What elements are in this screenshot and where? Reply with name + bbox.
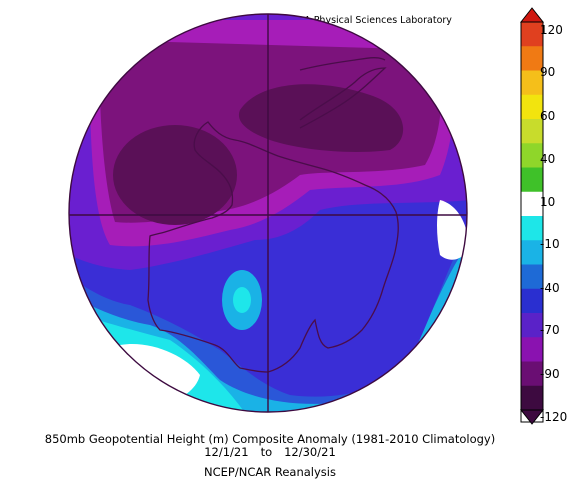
colorbar-label-90: 90: [540, 65, 556, 79]
field-cyan-hole: [233, 287, 251, 313]
colorbar-label-minus120: -120: [540, 410, 568, 424]
colorbar-swatch: [521, 337, 543, 362]
colorbar-label-minus90: -90: [540, 367, 560, 381]
date-start: 12/1/21: [204, 445, 249, 459]
date-end: 12/30/21: [284, 445, 336, 459]
colorbar-swatch: [521, 167, 543, 193]
colorbar-swatch: [521, 70, 543, 96]
colorbar-swatch: [521, 264, 543, 290]
date-separator: to: [260, 445, 273, 459]
date-range: 12/1/21 to 12/30/21: [0, 445, 540, 459]
low-center-west: [113, 125, 237, 225]
low-center-north: [238, 84, 404, 152]
map-title: 850mb Geopotential Height (m) Composite …: [44, 432, 496, 446]
colorbar-swatch: [521, 46, 543, 71]
colorbar-top-triangle: [519, 7, 545, 23]
colorbar-label-60: 60: [540, 109, 556, 123]
credit-label: NOAA Physical Sciences Laboratory: [283, 15, 452, 26]
colorbar-swatch: [521, 191, 543, 217]
colorbar-label-120: 120: [540, 23, 563, 37]
colorbar-bottom-triangle: [519, 409, 545, 425]
colorbar: [519, 7, 545, 425]
colorbar-label-minus40: -40: [540, 281, 560, 295]
colorbar-label-40: 40: [540, 152, 556, 166]
colorbar-label-minus10: -10: [540, 237, 560, 251]
colorbar-swatch: [521, 313, 543, 338]
colorbar-swatch: [521, 288, 543, 314]
antarctic-peninsula: [299, 67, 387, 129]
colorbar-label-10: 10: [540, 195, 556, 209]
colorbar-swatch: [521, 119, 543, 144]
data-source: NCEP/NCAR Reanalysis: [204, 465, 336, 479]
colorbar-swatch: [521, 216, 543, 241]
colorbar-swatch: [521, 240, 543, 265]
colorbar-label-minus70: -70: [540, 323, 560, 337]
colorbar-swatch: [521, 22, 543, 47]
colorbar-swatch: [521, 143, 543, 168]
antarctica-coastline: [147, 121, 399, 373]
colorbar-swatch: [521, 361, 543, 387]
colorbar-swatch: [521, 94, 543, 120]
south-america-coast: [299, 57, 386, 71]
colorbar-swatches: [521, 22, 543, 411]
colorbar-swatch: [521, 385, 543, 411]
map-boundary: [68, 13, 468, 413]
